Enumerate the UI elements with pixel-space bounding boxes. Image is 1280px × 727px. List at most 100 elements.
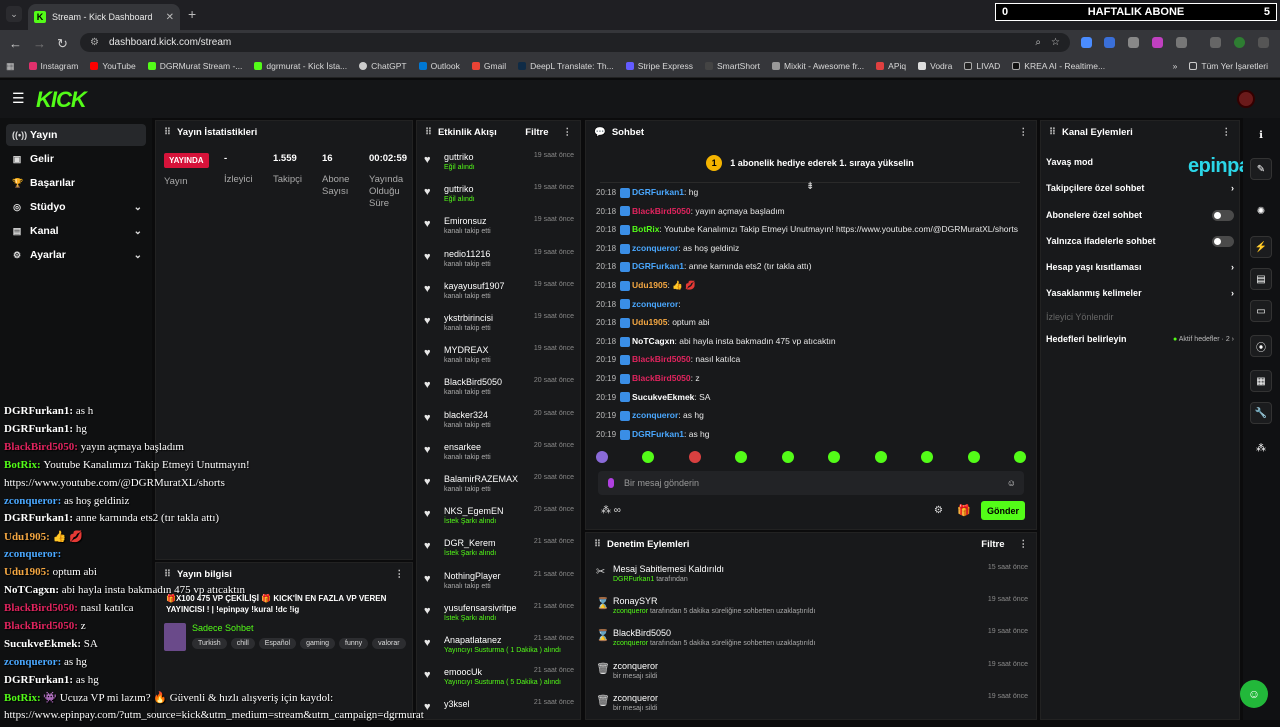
chat-username[interactable]: Udu1905 [632,317,668,328]
bookmark-item[interactable]: YouTube [90,61,136,71]
chat-username[interactable]: SucukveEkmek [632,391,695,402]
points-infinity-icon[interactable]: ⁂ ∞ [601,505,621,516]
bookmark-item[interactable]: Mixkit - Awesome fr... [772,61,864,71]
shield-extension-icon[interactable] [1128,37,1139,48]
support-chat-icon[interactable]: ☺ [1240,680,1268,708]
activity-item[interactable]: ♥ Emironsuz kanalı takip etti 19 saat önce [424,214,574,244]
extension-icon[interactable] [1152,37,1163,48]
bookmark-star-icon[interactable]: ☆ [1051,37,1060,48]
chat-username[interactable]: zconqueror [632,242,679,253]
more-options-icon[interactable]: ⋮ [394,568,405,580]
activity-item[interactable]: ♥ guttriko Eğil alındı 19 saat önce [424,182,574,212]
activity-item[interactable]: ♥ guttriko Eğil alındı 19 saat önce [424,150,574,180]
chat-message[interactable]: 20:18 zconqueror: as hoş geldiniz [596,242,1036,254]
emoji-icon[interactable]: ☺ [1006,478,1016,488]
drag-handle-icon[interactable]: ⠿ [164,126,171,138]
activity-item[interactable]: ♥ nedio11216 kanalı takip etti 19 saat önce [424,247,574,277]
bookmark-item[interactable]: Vodra [918,61,952,71]
drag-handle-icon[interactable]: ⠿ [425,126,432,138]
moderation-filter-button[interactable]: Filtre [981,538,1005,550]
moderation-item[interactable]: ⌛ RonaySYR zconqueror tarafından 5 dakika … [596,595,1028,625]
chat-message[interactable]: 20:18 NoTCagxn: abi hayla insta bakmadın … [596,335,1036,347]
sidebar-item-gelir[interactable]: ▣ Gelir [12,153,54,165]
bookmark-item[interactable]: LIVAD [964,61,1000,71]
media-icon[interactable] [1210,37,1221,48]
category-label[interactable]: Sadece Sohbet [192,623,254,633]
sidebar-item-studyo[interactable]: ◎ Stüdyo ⌄ [13,201,142,213]
bookmark-item[interactable]: Stripe Express [625,61,693,71]
more-options-icon[interactable]: ⋮ [1018,538,1029,550]
bookmark-item[interactable]: APiq [876,61,906,71]
microphone-icon[interactable] [608,478,614,488]
category-thumbnail[interactable] [164,623,186,651]
profile-icon[interactable] [1234,37,1245,48]
chat-username[interactable]: BlackBird5050 [632,205,691,216]
tag-chip[interactable]: Turkish [192,638,227,649]
tab-search-icon[interactable]: ⌄ [6,6,22,22]
share-icon[interactable]: ⁂ [1256,442,1266,454]
tag-chip[interactable]: funny [339,638,369,649]
emote-icon[interactable] [688,451,701,463]
activity-item[interactable]: ♥ NothingPlayer kanalı takip etti 21 saat ö… [424,569,574,599]
new-tab-button[interactable]: + [188,6,197,22]
chat-message[interactable]: 20:18 BlackBird5050: yayın açmaya başladı… [596,205,1036,217]
tag-chip[interactable]: valorar [372,638,406,649]
browser-tab[interactable]: K Stream - Kick Dashboard ✕ [28,4,180,30]
chat-input[interactable]: Bir mesaj gönderin ☺ [598,471,1024,495]
account-age-action[interactable]: Hesap yaşı kısıtlaması › [1046,262,1234,272]
emote-icon[interactable] [735,451,748,463]
activity-item[interactable]: ♥ kayayusuf1907 kanalı takip etti 19 saat ö… [424,279,574,309]
goals-action[interactable]: Hedefleri belirleyin ● Aktif hedefler · 2… [1046,334,1234,344]
subscribers-only-action[interactable]: Abonelere özel sohbet [1046,206,1234,224]
activity-item[interactable]: ♥ NKS_EgemEN İstek Şarkı alındı 20 saat önc… [424,504,574,534]
drag-handle-icon[interactable]: ⠿ [1049,126,1056,138]
chat-message[interactable]: 20:19 zconqueror: as hg [596,409,1036,421]
chat-username[interactable]: BlackBird5050 [632,373,691,383]
chat-message[interactable]: 20:18 zconqueror: [596,298,1036,310]
wrench-icon[interactable]: 🔧 [1250,402,1272,424]
bookmark-item[interactable]: Instagram [28,61,78,71]
emote-only-action[interactable]: Yalnızca ifadelerle sohbet [1046,232,1234,250]
zoom-icon[interactable]: ⌕ [1035,37,1042,48]
followers-only-action[interactable]: Takipçilere özel sohbet › [1046,183,1234,193]
activity-filter-button[interactable]: Filtre [525,126,549,138]
chat-username[interactable]: DGRFurkan1 [632,187,684,197]
lightning-icon[interactable]: ⚡ [1250,236,1272,258]
bookmark-item[interactable]: dgrmurat - Kick İsta... [254,61,347,71]
chat-username[interactable]: BlackBird5050 [632,354,691,365]
activity-item[interactable]: ♥ yusufensarsivritpe İstek Şarkı alındı 21 … [424,601,574,631]
all-bookmarks-folder[interactable]: Tüm Yer İşaretleri [1189,61,1268,71]
chat-message[interactable]: 20:19 DGRFurkan1: as hg [596,428,1036,440]
more-options-icon[interactable]: ⋮ [1018,126,1029,138]
chat-username[interactable]: zconqueror [632,298,679,309]
emote-icon[interactable] [781,451,794,463]
chat-message[interactable]: 20:18 BotRix: Youtube Kanalımızı Takip Et… [596,223,1036,235]
bookmark-item[interactable]: DGRMurat Stream -... [147,61,242,71]
chat-message[interactable]: 20:19 SucukveEkmek: SA [596,391,1036,403]
document-icon[interactable]: ▤ [1250,268,1272,290]
moderation-item[interactable]: ⌛ BlackBird5050 zconqueror tarafından 5 da… [596,627,1028,657]
tag-chip[interactable]: gaming [300,638,336,649]
bookmark-item[interactable]: ChatGPT [359,61,407,71]
emote-only-toggle[interactable] [1212,235,1234,247]
activity-item[interactable]: ♥ blacker324 kanalı takip etti 20 saat önce [424,408,574,438]
chat-message[interactable]: 20:18 DGRFurkan1: anne karnında ets2 (tır… [596,260,1036,273]
emote-icon[interactable] [967,451,980,463]
bookmark-item[interactable]: Outlook [418,61,460,71]
bookmark-item[interactable]: KREA AI - Realtime... [1012,61,1105,71]
extension-icon[interactable] [1081,37,1092,48]
send-button[interactable]: Gönder [981,501,1025,520]
user-avatar[interactable] [1237,90,1255,108]
tag-chip[interactable]: chill [230,638,255,649]
info-icon[interactable]: ℹ [1259,129,1263,141]
banned-words-action[interactable]: Yasaklanmış kelimeler › [1046,288,1234,298]
pinned-gift-banner[interactable]: 1 1 abonelik hediye ederek 1. sıraya yük… [600,143,1020,183]
chat-message[interactable]: 20:19 BlackBird5050: nasıl katılca [596,353,1036,366]
chat-username[interactable]: BotRix [632,224,660,235]
chat-username[interactable]: DGRFurkan1 [632,261,684,272]
activity-item[interactable]: ♥ Anapatlatanez Yayıncıyı Susturma ( 1 Dak… [424,633,574,663]
slow-mode-action[interactable]: Yavaş mod [1046,157,1094,167]
activity-item[interactable]: ♥ DGR_Kerem İstek Şarkı alındı 21 saat önce [424,536,574,566]
activity-item[interactable]: ♥ BlackBird5050 kanalı takip etti 20 saat ö… [424,375,574,405]
moderation-item[interactable]: 🗑 zconqueror bir mesajı sildi 19 saat önce [596,692,1028,722]
